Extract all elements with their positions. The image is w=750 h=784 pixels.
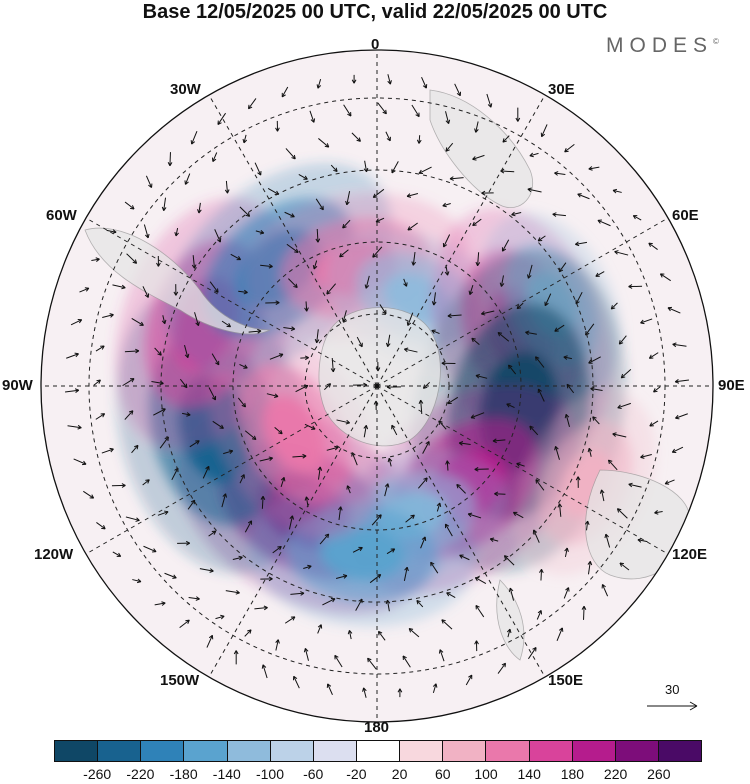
reference-vector-arrow xyxy=(645,698,705,714)
colorbar-segment xyxy=(443,741,486,761)
label-lon-60w: 60W xyxy=(46,208,77,224)
colorbar-segment xyxy=(357,741,400,761)
colorbar-tick-label: 220 xyxy=(604,766,627,782)
colorbar-tick-label: 100 xyxy=(474,766,497,782)
label-lon-30e: 30E xyxy=(548,82,575,98)
colorbar-segment xyxy=(228,741,271,761)
south-pole-marker xyxy=(375,384,380,389)
colorbar-segment xyxy=(271,741,314,761)
colorbar-segment xyxy=(55,741,98,761)
label-lon-120w: 120W xyxy=(34,547,73,563)
colorbar-segment xyxy=(659,741,701,761)
colorbar-segment xyxy=(141,741,184,761)
colorbar-segment xyxy=(400,741,443,761)
colorbar-tick-label: -20 xyxy=(346,766,366,782)
colorbar-segment xyxy=(486,741,529,761)
label-lon-120e: 120E xyxy=(672,547,707,563)
colorbar-tick-label: -140 xyxy=(213,766,241,782)
colorbar-tick-label: -180 xyxy=(170,766,198,782)
label-lon-0: 0 xyxy=(371,37,379,53)
colorbar-tick-label: 20 xyxy=(392,766,408,782)
colorbar-tick-label: -260 xyxy=(83,766,111,782)
antarctica xyxy=(319,308,440,446)
colorbar-tick-label: -220 xyxy=(126,766,154,782)
label-lon-90e: 90E xyxy=(718,378,745,394)
reference-vector-label: 30 xyxy=(665,682,679,697)
colorbar xyxy=(54,740,702,762)
colorbar-segment xyxy=(573,741,616,761)
label-lon-30w: 30W xyxy=(170,82,201,98)
colorbar-tick-label: 60 xyxy=(435,766,451,782)
colorbar-tick-label: -60 xyxy=(303,766,323,782)
colorbar-tick-label: 180 xyxy=(561,766,584,782)
colorbar-segment xyxy=(98,741,141,761)
label-lon-60e: 60E xyxy=(672,208,699,224)
colorbar-tick-label: -100 xyxy=(256,766,284,782)
label-lon-150e: 150E xyxy=(548,673,583,689)
colorbar-segment xyxy=(184,741,227,761)
colorbar-segment xyxy=(314,741,357,761)
colorbar-segment xyxy=(616,741,659,761)
label-lon-150w: 150W xyxy=(160,673,199,689)
colorbar-segment xyxy=(530,741,573,761)
label-lon-90w: 90W xyxy=(2,378,33,394)
colorbar-tick-label: 260 xyxy=(647,766,670,782)
colorbar-ticks: -260 -220 -180 -140 -100 -60 -20 20 60 100 140 180 2… xyxy=(54,766,702,784)
label-lon-180: 180 xyxy=(364,720,389,736)
colorbar-tick-label: 140 xyxy=(518,766,541,782)
